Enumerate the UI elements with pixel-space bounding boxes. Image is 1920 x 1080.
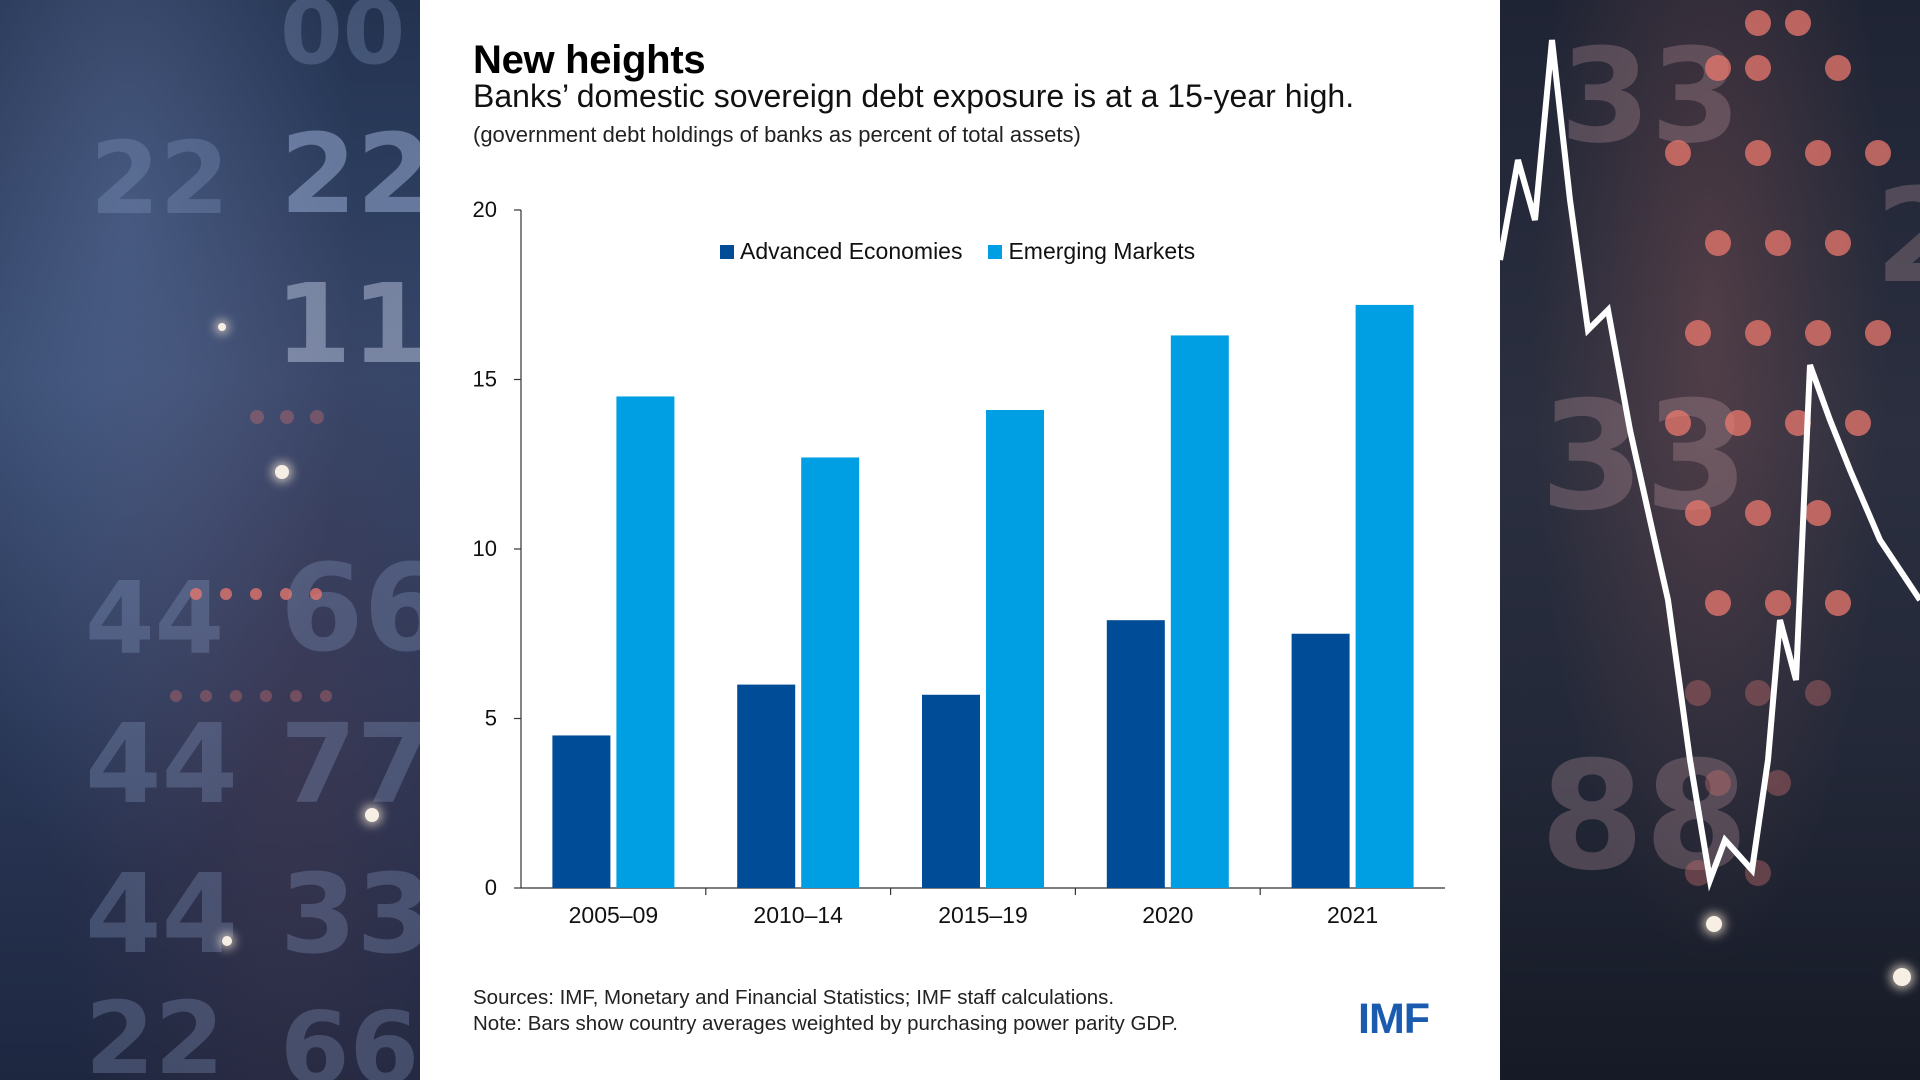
bar-emerging-markets <box>1355 304 1414 888</box>
y-tick-label: 10 <box>473 536 497 561</box>
chart-card: New heights Banks’ domestic sovereign de… <box>420 0 1500 1080</box>
legend-label-emerging: Emerging Markets <box>1008 238 1196 264</box>
bar-advanced-economies <box>552 735 611 888</box>
x-tick-label: 2021 <box>1327 902 1378 928</box>
bar-emerging-markets <box>1170 335 1229 888</box>
bar-advanced-economies <box>737 684 796 888</box>
trend-line-decoration <box>1500 39 1920 892</box>
legend-swatch-emerging <box>988 244 1003 259</box>
y-tick-label: 5 <box>485 706 497 731</box>
chart-bars <box>552 304 1414 888</box>
chart-axes <box>514 209 1445 895</box>
chart-subtitle: Banks’ domestic sovereign debt exposure … <box>473 78 1355 114</box>
bar-chart: 0 5 10 15 20 2005–09 2010–14 2015–19 2020 2021 <box>473 197 1445 928</box>
sources-text: Sources: IMF, Monetary and Financial Sta… <box>473 986 1115 1009</box>
chart-tick-labels: 0 5 10 15 20 2005–09 2010–14 2015–19 2020 2021 <box>473 197 1379 928</box>
chart-title: New heights <box>473 38 706 82</box>
bar-advanced-economies <box>922 694 980 888</box>
bar-emerging-markets <box>986 410 1044 888</box>
decorative-background-left: 00 22 22 11 66 44 44 77 44 33 22 66 <box>0 0 420 1080</box>
chart-footer: Sources: IMF, Monetary and Financial Sta… <box>473 985 1178 1037</box>
note-text: Note: Bars show country averages weighte… <box>473 1012 1178 1035</box>
units-note: (government debt holdings of banks as pe… <box>473 122 1081 147</box>
y-tick-label: 20 <box>473 197 497 222</box>
x-tick-label: 2010–14 <box>753 902 843 928</box>
bar-advanced-economies <box>1106 620 1165 888</box>
x-tick-label: 2020 <box>1142 902 1193 928</box>
y-tick-label: 0 <box>485 875 497 900</box>
legend-item-advanced: Advanced Economies <box>720 238 962 265</box>
decorative-background-right: 33 2 33 88 <box>1500 0 1920 1080</box>
bar-emerging-markets <box>616 396 675 888</box>
imf-logo: IMF <box>1358 995 1430 1043</box>
chart-legend: Advanced Economies Emerging Markets <box>720 238 1221 265</box>
legend-item-emerging: Emerging Markets <box>988 238 1195 265</box>
bar-emerging-markets <box>801 457 860 888</box>
y-tick-label: 15 <box>473 367 497 392</box>
legend-swatch-advanced <box>720 244 734 259</box>
x-tick-label: 2005–09 <box>569 902 659 928</box>
x-tick-label: 2015–19 <box>938 902 1028 928</box>
bar-advanced-economies <box>1291 633 1350 888</box>
legend-label-advanced: Advanced Economies <box>740 238 963 264</box>
